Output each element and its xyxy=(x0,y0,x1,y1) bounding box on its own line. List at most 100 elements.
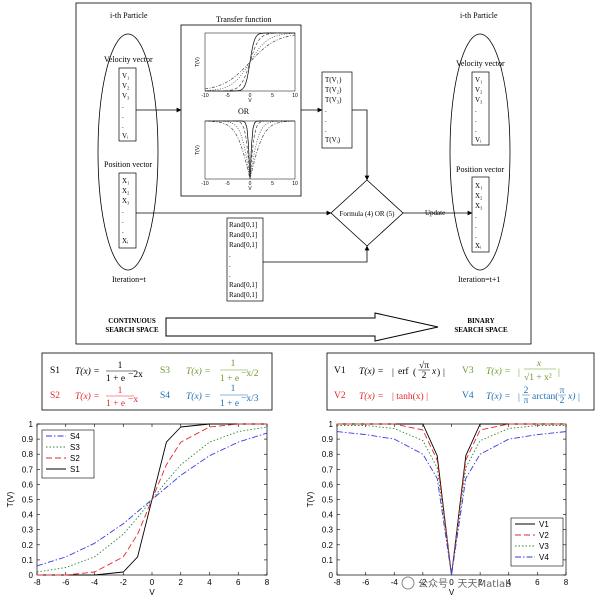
svg-text:1 + e: 1 + e xyxy=(220,399,239,409)
right-position-items: X₁ X₂ X₃... Xᵢ xyxy=(475,182,483,250)
svg-text:| tanh(x) |: | tanh(x) | xyxy=(392,391,428,402)
y-tick-label: 1 xyxy=(29,420,34,429)
right-particle-ellipse xyxy=(449,33,511,271)
series-line-s3 xyxy=(36,426,268,573)
rand-vector: Rand[0,1] Rand[0,1] Rand[0,1]... Rand[0,1] R… xyxy=(226,217,264,302)
left-velocity-label: Velocity vector xyxy=(104,55,153,64)
svg-text:|: | xyxy=(578,393,580,403)
vector-item: X₁ xyxy=(475,182,483,190)
x-tick-label: 6 xyxy=(535,578,540,587)
y-tick-label: 0.4 xyxy=(22,511,34,520)
svg-text:x: x xyxy=(431,367,437,377)
big-arrow xyxy=(165,312,439,342)
vector-item: . xyxy=(475,116,477,124)
v2-formula: T(x) = | tanh(x) | xyxy=(359,391,428,402)
x-tick-label: 4 xyxy=(507,578,512,587)
svg-text:2: 2 xyxy=(422,371,427,381)
vector-item: . xyxy=(475,222,477,230)
v-formula-box: V1 T(x) = | erf ( √π 2 x ) | V3 T(x) = |… xyxy=(326,352,595,411)
watermark: 公众号 · 天天Matlab xyxy=(401,576,511,590)
s4-formula: T(x) = 1 1 + e −x/3 xyxy=(186,384,259,409)
x-tick-label: 8 xyxy=(564,578,569,587)
vector-item: Xᵢ xyxy=(122,237,129,245)
mini-plot-tick: 10 xyxy=(292,93,298,99)
v1-id: V1 xyxy=(334,366,346,376)
left-particle: i-th Particle Velocity vector V₁V₂V₃...V… xyxy=(97,11,159,284)
right-particle: i-th Particle Velocity vector V₁V₂V₃...V… xyxy=(449,11,511,284)
y-tick-label: 0.1 xyxy=(22,556,34,565)
mini-plot-tick: 0 xyxy=(249,181,252,187)
legend-label: S1 xyxy=(70,465,80,474)
svg-text:T(x) =: T(x) = xyxy=(359,366,384,377)
s2-id: S2 xyxy=(50,391,60,401)
vector-item: X₂ xyxy=(475,192,483,200)
v4-id: V4 xyxy=(462,391,474,401)
x-tick-label: -6 xyxy=(362,578,370,587)
svg-text:1 + e: 1 + e xyxy=(106,374,125,384)
s4-id: S4 xyxy=(160,391,170,401)
vector-item: . xyxy=(229,261,231,269)
mini-plot-tick: 5 xyxy=(271,93,274,99)
formula-label: Formula (4) OR (5) xyxy=(339,210,395,218)
right-particle-title: i-th Particle xyxy=(460,11,498,20)
y-tick-label: 0 xyxy=(329,571,334,580)
vector-item: . xyxy=(122,207,124,215)
y-tick-label: 0.6 xyxy=(322,480,334,489)
svg-text:−2x: −2x xyxy=(128,370,143,380)
vector-item: . xyxy=(475,212,477,220)
svg-text:T(x) =: T(x) = xyxy=(75,366,100,377)
mini-plot-curve xyxy=(205,120,295,180)
svg-text:−x/2: −x/2 xyxy=(241,369,259,379)
svg-text:T(x) =: T(x) = xyxy=(486,366,511,377)
vector-item: Vᵢ xyxy=(122,132,129,140)
vector-item: V₁ xyxy=(475,76,483,84)
mini-plot-tick: 0 xyxy=(249,93,252,99)
vector-item: X₃ xyxy=(122,197,130,205)
vector-item: X₁ xyxy=(122,177,130,185)
vector-item: . xyxy=(122,227,124,235)
mini-plot-ylabel: T(V) xyxy=(195,57,201,67)
x-tick-label: -8 xyxy=(33,578,41,587)
y-tick-label: 0.6 xyxy=(22,480,34,489)
x-axis-label: V xyxy=(149,588,155,597)
right-velocity-items: V₁ V₂ V₃... Vᵢ xyxy=(475,76,483,144)
left-particle-title: i-th Particle xyxy=(110,11,148,20)
svg-text:1: 1 xyxy=(231,384,236,394)
x-tick-label: 2 xyxy=(478,578,483,587)
vector-item: T(V₁) xyxy=(325,76,342,84)
arrow-tv-to-diamond xyxy=(352,109,370,181)
svg-text:π: π xyxy=(524,396,529,406)
svg-text:arctan(: arctan( xyxy=(532,391,558,402)
v2-id: V2 xyxy=(334,391,346,401)
mini-plot-tick: -5 xyxy=(225,181,230,187)
svg-text:x): x) xyxy=(567,391,575,402)
s-formula-box: S1 T(x) = 1 1 + e −2x S3 T(x) = 1 1 + e … xyxy=(41,352,273,411)
vector-item: . xyxy=(475,106,477,114)
y-axis-label: T(V) xyxy=(6,491,15,507)
mini-plot-tick: -10 xyxy=(201,181,208,187)
vector-item: Rand[0,1] xyxy=(229,241,257,249)
svg-text:(: ( xyxy=(413,367,416,378)
svg-text:x: x xyxy=(536,359,542,369)
svg-text:2: 2 xyxy=(524,386,529,396)
rand-items: Rand[0,1] Rand[0,1] Rand[0,1]... Rand[0,1] R… xyxy=(229,221,257,299)
mini-plot-frame xyxy=(204,32,296,92)
y-tick-label: 0.9 xyxy=(22,435,34,444)
y-tick-label: 0.8 xyxy=(322,450,334,459)
x-tick-label: -2 xyxy=(419,578,427,587)
x-tick-label: 6 xyxy=(236,578,241,587)
svg-text:1: 1 xyxy=(231,359,236,369)
mini-plot-tick: 5 xyxy=(271,181,274,187)
s2-formula: T(x) = 1 1 + e −x xyxy=(75,386,138,409)
vector-item: V₂ xyxy=(122,82,130,90)
s-shaped-chart: 0 0.1 0.2 0.3 0.4 0.5 0.6 0.7 0.8 0.9 1 -8 -6 -4 -2 0 2 4… xyxy=(6,420,270,597)
y-tick-label: 0.8 xyxy=(22,450,34,459)
mini-plot-xlabel: V xyxy=(248,186,252,192)
vector-item: T(V₂) xyxy=(325,86,342,94)
left-velocity-items: V₁ V₂ V₃... Vᵢ xyxy=(122,72,130,140)
y-tick-label: 0.7 xyxy=(22,465,34,474)
mini-v-plot: T(V) -10 -5 0 5 10 V xyxy=(195,120,298,192)
y-tick-label: 0.4 xyxy=(322,511,334,520)
legend-box xyxy=(510,517,564,567)
